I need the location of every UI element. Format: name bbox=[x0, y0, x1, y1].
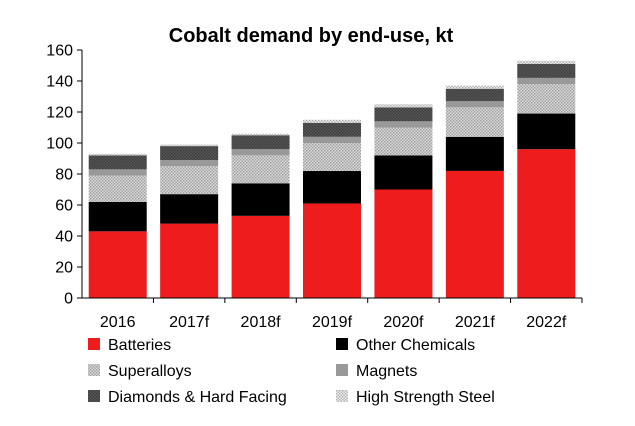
bar-segment-texture bbox=[88, 153, 147, 156]
bar-segment-texture bbox=[88, 155, 147, 170]
x-tick-label: 2019f bbox=[312, 314, 353, 331]
bar-segment bbox=[88, 169, 147, 176]
bar-segment-texture bbox=[374, 104, 433, 108]
y-tick-label: 60 bbox=[55, 198, 73, 215]
bar-segment bbox=[303, 170, 361, 204]
x-tick-label: 2020f bbox=[383, 314, 424, 331]
bar-segment bbox=[160, 160, 219, 167]
bar-segment bbox=[160, 194, 219, 224]
bar-segment bbox=[374, 155, 433, 190]
y-tick-label: 0 bbox=[64, 291, 73, 308]
y-tick-label: 20 bbox=[55, 260, 73, 277]
x-tick-label: 2018f bbox=[241, 314, 282, 331]
bar-segment-texture bbox=[160, 146, 219, 161]
legend: Batteries Other Chemicals Superalloys Magne… bbox=[88, 337, 495, 406]
x-tick-label: 2021f bbox=[455, 314, 496, 331]
legend-item: High Strength Steel bbox=[336, 389, 495, 406]
bar-segment bbox=[517, 113, 576, 150]
bar-segment bbox=[231, 183, 290, 216]
legend-label: Superalloys bbox=[108, 363, 192, 380]
bar-segment bbox=[517, 149, 576, 298]
bar-segment-texture bbox=[445, 85, 504, 89]
bar-segment-texture bbox=[374, 127, 433, 156]
bar-segment-texture bbox=[231, 135, 290, 150]
legend-label: Batteries bbox=[108, 337, 171, 354]
bar-segment-texture bbox=[160, 144, 219, 147]
bar-segment-texture bbox=[231, 155, 290, 184]
legend-swatch bbox=[336, 338, 348, 350]
x-axis: 2016 2017f 2018f 2019f 2020f 2021f 2022f bbox=[100, 298, 583, 331]
bar-segment-texture bbox=[231, 133, 290, 136]
bar-segment-texture bbox=[517, 60, 576, 64]
y-tick-label: 80 bbox=[55, 167, 73, 184]
chart-title: Cobalt demand by end-use, kt bbox=[169, 25, 454, 47]
bar-segment bbox=[88, 231, 147, 298]
bar-segment-texture bbox=[517, 84, 576, 114]
bar-segment bbox=[231, 149, 290, 156]
y-tick-label: 40 bbox=[55, 229, 73, 246]
legend-item: Other Chemicals bbox=[336, 337, 475, 354]
legend-item: Superalloys bbox=[88, 363, 192, 380]
y-axis: 0 20 40 60 80 100 120 140 160 bbox=[46, 43, 82, 308]
bar-segment bbox=[303, 136, 361, 143]
bar-stack-2017f bbox=[160, 144, 219, 298]
legend-swatch bbox=[88, 338, 100, 350]
bar-segment bbox=[445, 136, 504, 171]
legend-swatch bbox=[336, 364, 348, 376]
legend-swatch-texture bbox=[88, 364, 100, 376]
bar-segment-texture bbox=[303, 119, 361, 123]
y-tick-label: 100 bbox=[46, 136, 73, 153]
bar-stack-2016 bbox=[88, 153, 147, 298]
legend-label: Other Chemicals bbox=[356, 337, 475, 354]
bar-segment bbox=[160, 223, 219, 298]
y-tick-label: 140 bbox=[46, 74, 73, 91]
bar-segment bbox=[445, 101, 504, 108]
x-tick-label: 2016 bbox=[100, 314, 136, 331]
bar-segment-texture bbox=[445, 88, 504, 102]
bar-stacks bbox=[88, 60, 576, 298]
legend-label: Diamonds & Hard Facing bbox=[108, 389, 287, 406]
bar-stack-2021f bbox=[445, 85, 504, 298]
bar-stack-2022f bbox=[517, 60, 576, 298]
x-tick-label: 2022f bbox=[526, 314, 567, 331]
bar-segment-texture bbox=[445, 107, 504, 137]
bar-segment-texture bbox=[160, 166, 219, 195]
bar-stack-2019f bbox=[303, 119, 361, 298]
bar-segment bbox=[517, 77, 576, 85]
legend-item: Batteries bbox=[88, 337, 171, 354]
y-tick-label: 120 bbox=[46, 105, 73, 122]
bar-stack-2020f bbox=[374, 104, 433, 298]
bar-segment bbox=[88, 201, 147, 232]
legend-label: High Strength Steel bbox=[356, 389, 495, 406]
bar-segment-texture bbox=[303, 122, 361, 137]
legend-swatch-texture bbox=[336, 390, 348, 402]
bar-segment bbox=[231, 215, 290, 298]
bar-segment bbox=[374, 121, 433, 128]
x-tick-label: 2017f bbox=[169, 314, 210, 331]
bar-segment bbox=[374, 189, 433, 298]
bar-segment-texture bbox=[517, 63, 576, 78]
bar-stack-2018f bbox=[231, 133, 290, 298]
bar-segment-texture bbox=[374, 107, 433, 122]
legend-label: Magnets bbox=[356, 363, 417, 380]
bar-segment-texture bbox=[88, 175, 147, 202]
bar-segment bbox=[303, 203, 361, 298]
legend-item: Magnets bbox=[336, 363, 417, 380]
y-tick-label: 160 bbox=[46, 43, 73, 60]
legend-item: Diamonds & Hard Facing bbox=[88, 389, 287, 406]
bar-segment-texture bbox=[303, 143, 361, 171]
legend-swatch-texture bbox=[88, 390, 100, 402]
bar-segment bbox=[445, 170, 504, 298]
